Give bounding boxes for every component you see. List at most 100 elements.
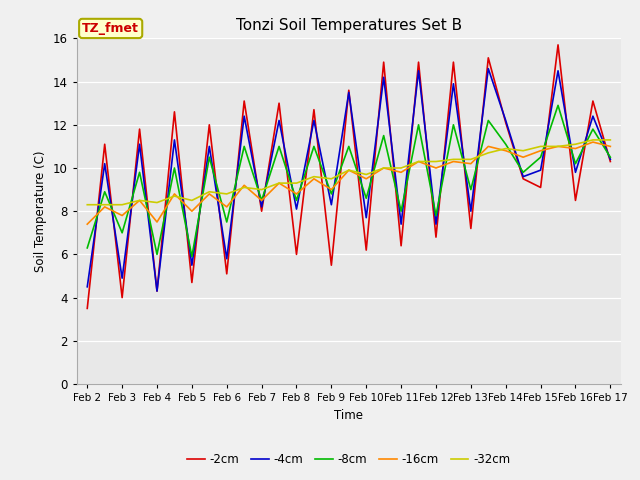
-16cm <box>554 144 562 149</box>
-32cm <box>502 145 509 151</box>
-8cm <box>554 102 562 108</box>
-32cm <box>345 167 353 173</box>
-16cm <box>519 154 527 160</box>
-4cm <box>467 208 475 214</box>
-8cm <box>432 213 440 218</box>
-32cm <box>519 148 527 154</box>
-32cm <box>432 158 440 164</box>
-2cm <box>275 100 283 106</box>
-16cm <box>415 158 422 164</box>
Line: -16cm: -16cm <box>87 142 611 224</box>
-8cm <box>519 169 527 175</box>
-4cm <box>258 204 266 210</box>
-4cm <box>345 89 353 95</box>
-32cm <box>328 176 335 181</box>
-4cm <box>136 141 143 147</box>
-4cm <box>83 284 91 289</box>
-8cm <box>572 161 579 167</box>
-32cm <box>467 156 475 162</box>
-32cm <box>554 144 562 149</box>
-4cm <box>241 113 248 119</box>
-4cm <box>502 118 509 123</box>
-4cm <box>101 161 109 167</box>
-2cm <box>432 234 440 240</box>
-8cm <box>467 187 475 192</box>
-8cm <box>362 195 370 201</box>
-2cm <box>380 59 387 65</box>
-16cm <box>328 187 335 192</box>
-2cm <box>449 59 457 65</box>
-32cm <box>188 198 196 204</box>
-16cm <box>275 180 283 186</box>
-4cm <box>589 113 596 119</box>
-32cm <box>362 171 370 177</box>
-16cm <box>537 148 545 154</box>
-2cm <box>83 305 91 311</box>
-4cm <box>118 275 126 281</box>
-4cm <box>380 74 387 80</box>
-4cm <box>153 288 161 294</box>
-8cm <box>484 118 492 123</box>
-8cm <box>205 154 213 160</box>
-16cm <box>153 219 161 225</box>
Legend: -2cm, -4cm, -8cm, -16cm, -32cm: -2cm, -4cm, -8cm, -16cm, -32cm <box>182 449 515 471</box>
-4cm <box>537 167 545 173</box>
-2cm <box>519 176 527 181</box>
-4cm <box>572 169 579 175</box>
-4cm <box>362 215 370 220</box>
Line: -2cm: -2cm <box>87 45 611 308</box>
-32cm <box>205 189 213 195</box>
-8cm <box>589 126 596 132</box>
-32cm <box>572 141 579 147</box>
-4cm <box>188 262 196 268</box>
-2cm <box>572 198 579 204</box>
-16cm <box>589 139 596 145</box>
Y-axis label: Soil Temperature (C): Soil Temperature (C) <box>34 150 47 272</box>
-8cm <box>415 122 422 128</box>
-4cm <box>519 174 527 180</box>
-32cm <box>223 191 230 197</box>
-8cm <box>118 230 126 236</box>
-32cm <box>101 202 109 207</box>
-32cm <box>136 198 143 204</box>
-32cm <box>380 165 387 171</box>
-32cm <box>83 202 91 207</box>
-32cm <box>118 202 126 207</box>
-16cm <box>467 161 475 167</box>
-2cm <box>241 98 248 104</box>
-16cm <box>101 204 109 210</box>
-16cm <box>397 169 405 175</box>
-4cm <box>432 221 440 227</box>
-4cm <box>310 118 318 123</box>
-2cm <box>118 295 126 300</box>
-32cm <box>241 184 248 190</box>
-2cm <box>467 226 475 231</box>
-16cm <box>223 204 230 210</box>
-8cm <box>136 169 143 175</box>
-2cm <box>153 288 161 294</box>
-32cm <box>449 156 457 162</box>
Line: -4cm: -4cm <box>87 69 611 291</box>
-2cm <box>484 55 492 60</box>
-8cm <box>101 189 109 195</box>
-2cm <box>101 141 109 147</box>
-4cm <box>328 202 335 207</box>
-8cm <box>537 154 545 160</box>
-16cm <box>310 176 318 181</box>
-32cm <box>275 180 283 186</box>
-2cm <box>188 279 196 285</box>
-32cm <box>171 193 179 199</box>
-4cm <box>171 137 179 143</box>
-4cm <box>415 68 422 73</box>
-2cm <box>537 184 545 190</box>
-16cm <box>432 165 440 171</box>
-8cm <box>380 132 387 138</box>
-32cm <box>153 200 161 205</box>
-8cm <box>223 219 230 225</box>
-2cm <box>136 126 143 132</box>
-32cm <box>310 174 318 180</box>
-16cm <box>484 144 492 149</box>
-8cm <box>83 245 91 251</box>
-16cm <box>572 145 579 151</box>
-16cm <box>118 213 126 218</box>
